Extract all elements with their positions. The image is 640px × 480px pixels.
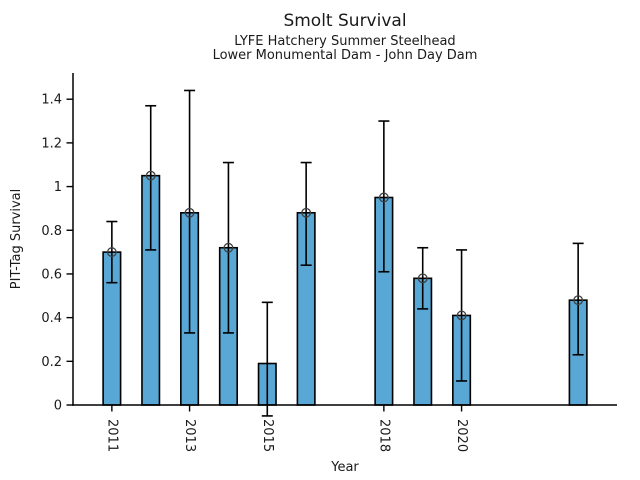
point-marker-2018 bbox=[378, 192, 389, 203]
point-marker-2013 bbox=[184, 207, 195, 218]
x-tick-label: 2020 bbox=[454, 419, 469, 452]
chart-title: Smolt Survival bbox=[283, 11, 407, 31]
point-marker-2023 bbox=[573, 295, 584, 306]
y-tick-label: 0.2 bbox=[41, 355, 62, 370]
y-tick-label: 1.2 bbox=[41, 136, 62, 151]
point-marker-2012 bbox=[145, 170, 156, 181]
y-tick-label: 0.4 bbox=[41, 311, 62, 326]
point-marker-2016 bbox=[301, 207, 312, 218]
x-tick-label: 2018 bbox=[376, 419, 391, 452]
y-tick-label: 1.4 bbox=[41, 93, 62, 108]
point-marker-2011 bbox=[106, 247, 117, 258]
y-tick-label: 0.6 bbox=[41, 267, 62, 282]
y-axis-label: PIT-Tag Survival bbox=[9, 189, 24, 289]
x-tick-label: 2015 bbox=[260, 419, 275, 452]
point-marker-2014 bbox=[223, 242, 234, 253]
chart-subtitle-line2: Lower Monumental Dam - John Day Dam bbox=[212, 48, 478, 63]
point-marker-2020 bbox=[456, 310, 467, 321]
x-tick-label: 2011 bbox=[104, 419, 119, 452]
point-marker-2019 bbox=[417, 273, 428, 284]
y-tick-label: 0.8 bbox=[41, 224, 62, 239]
x-axis-label: Year bbox=[330, 460, 359, 475]
y-tick-label: 0 bbox=[54, 399, 62, 414]
chart-subtitle-line1: LYFE Hatchery Summer Steelhead bbox=[234, 34, 456, 49]
y-tick-label: 1 bbox=[54, 180, 62, 195]
x-tick-label: 2013 bbox=[182, 419, 197, 452]
